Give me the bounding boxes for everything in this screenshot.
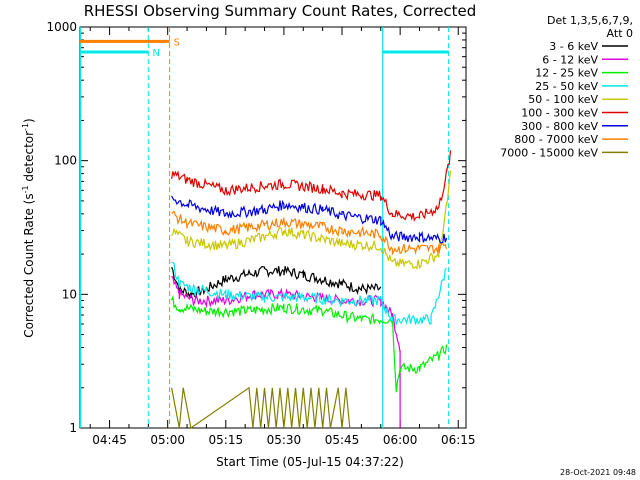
chart-title: RHESSI Observing Summary Count Rates, Co…	[84, 2, 477, 20]
x-tick-label: 06:00	[383, 433, 418, 447]
legend-label: 800 - 7000 keV	[514, 133, 598, 146]
x-tick-label: 05:45	[325, 433, 360, 447]
y-tick-label: 10	[62, 287, 77, 301]
y-axis-label: Corrected Count Rate (s-1 detector-1)	[21, 118, 36, 337]
series-line-0	[171, 265, 382, 299]
series-line-7	[171, 210, 448, 256]
legend-label: 50 - 100 keV	[528, 93, 598, 106]
legend-label: 6 - 12 keV	[542, 53, 598, 66]
series-line-8	[171, 386, 351, 430]
y-tick-labels: 1 10 100 1000	[46, 20, 77, 435]
legend-label: 12 - 25 keV	[535, 67, 598, 80]
legend-header-line-2: Att 0	[607, 27, 633, 40]
series-line-5	[171, 150, 452, 222]
y-tick-label: 1000	[46, 20, 77, 34]
x-tick-label: 05:15	[209, 433, 244, 447]
flag-label: N	[152, 48, 159, 59]
series-line-4	[171, 170, 452, 270]
y-tick-label: 1	[69, 421, 77, 435]
x-tick-label: 05:00	[150, 433, 185, 447]
legend-header-line-1: Det 1,3,5,6,7,9,	[547, 14, 633, 27]
x-tick-label: 04:45	[92, 433, 127, 447]
legend-label: 300 - 800 keV	[521, 120, 598, 133]
legend-label: 100 - 300 keV	[521, 107, 598, 120]
y-tick-label: 100	[54, 154, 77, 168]
x-tick-label: 05:30	[267, 433, 302, 447]
timestamp: 28-Oct-2021 09:48	[560, 468, 636, 477]
legend-label: 7000 - 15000 keV	[500, 146, 598, 159]
series-line-6	[171, 195, 448, 244]
x-tick-label: 06:15	[441, 433, 476, 447]
x-tick-labels: 04:45 05:00 05:15 05:30 05:45 06:00 06:15	[92, 433, 475, 447]
flag-label: S	[174, 37, 180, 48]
series-line-3	[171, 261, 447, 325]
series-line-2	[171, 294, 448, 393]
legend-label: 25 - 50 keV	[535, 80, 598, 93]
series-lines	[171, 150, 452, 430]
legend-label: 3 - 6 keV	[549, 40, 598, 53]
attenuator-flags: SN	[79, 27, 450, 428]
x-axis-label: Start Time (05-Jul-15 04:37:22)	[216, 455, 404, 469]
